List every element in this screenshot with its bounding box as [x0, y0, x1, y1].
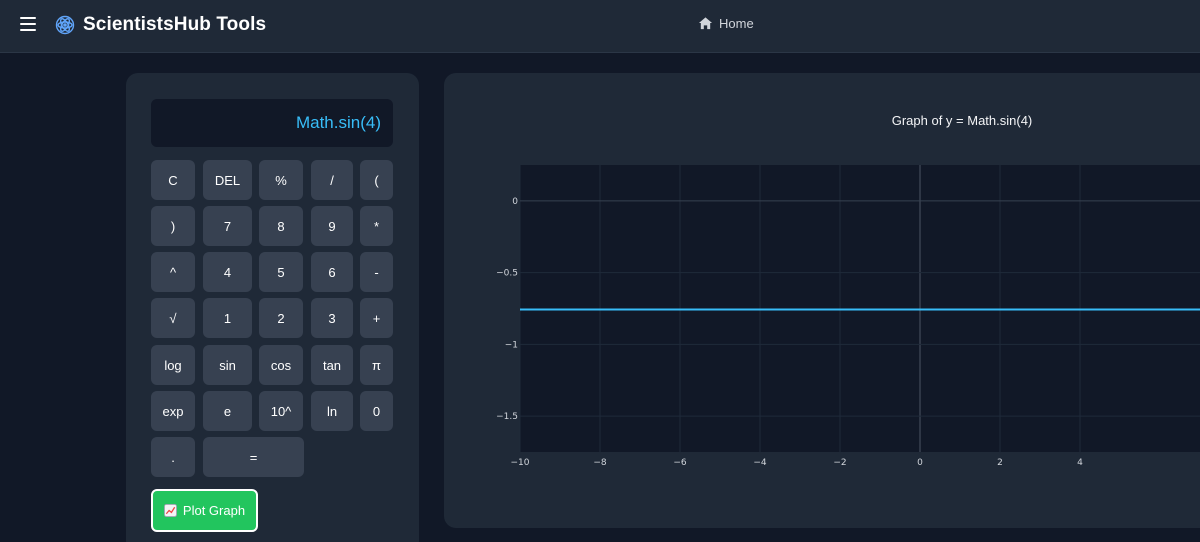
calculator-panel: Math.sin(4) C DEL % / ( ) 7 8 9 * ^ 4 5 …	[126, 73, 419, 542]
plot-graph-button[interactable]: Plot Graph	[151, 489, 258, 532]
key-divide[interactable]: /	[311, 160, 353, 200]
nav-home-label: Home	[719, 16, 754, 31]
key-subtract[interactable]: -	[360, 252, 393, 292]
key-3[interactable]: 3	[311, 298, 353, 338]
key-ln[interactable]: ln	[311, 391, 353, 431]
key-7[interactable]: 7	[203, 206, 252, 246]
key-1[interactable]: 1	[203, 298, 252, 338]
x-tick-label: 0	[917, 458, 923, 468]
key-decimal[interactable]: .	[151, 437, 195, 477]
key-log[interactable]: log	[151, 345, 195, 385]
graph-title: Graph of y = Math.sin(4)	[891, 113, 1033, 128]
x-tick-label: −2	[833, 458, 846, 468]
key-clear[interactable]: C	[151, 160, 195, 200]
y-tick-label: −0.5	[496, 269, 518, 279]
key-e[interactable]: e	[203, 391, 252, 431]
brand[interactable]: ScientistsHub Tools	[55, 14, 266, 36]
atom-icon	[55, 15, 75, 35]
x-tick-label: 4	[1077, 458, 1083, 468]
key-tan[interactable]: tan	[311, 345, 353, 385]
key-open-paren[interactable]: (	[360, 160, 393, 200]
key-2[interactable]: 2	[259, 298, 303, 338]
y-tick-label: −1.5	[496, 412, 518, 422]
key-pi[interactable]: π	[360, 345, 393, 385]
top-bar: ScientistsHub Tools Home	[0, 0, 1200, 53]
key-percent[interactable]: %	[259, 160, 303, 200]
home-icon	[698, 17, 713, 30]
x-tick-label: −4	[753, 458, 767, 468]
key-exp[interactable]: exp	[151, 391, 195, 431]
key-8[interactable]: 8	[259, 206, 303, 246]
key-4[interactable]: 4	[203, 252, 252, 292]
key-delete[interactable]: DEL	[203, 160, 252, 200]
key-close-paren[interactable]: )	[151, 206, 195, 246]
nav-home-link[interactable]: Home	[698, 16, 754, 31]
plot-graph-label: Plot Graph	[182, 503, 246, 518]
hamburger-menu-icon[interactable]	[20, 17, 36, 33]
y-tick-label: −1	[505, 340, 518, 350]
x-tick-label: 2	[997, 458, 1003, 468]
key-power[interactable]: ^	[151, 252, 195, 292]
key-5[interactable]: 5	[259, 252, 303, 292]
brand-name: ScientistsHub Tools	[83, 14, 267, 35]
key-0[interactable]: 0	[360, 391, 393, 431]
x-tick-label: −6	[673, 458, 687, 468]
x-tick-label: −10	[511, 458, 530, 468]
chart-icon	[163, 504, 177, 517]
y-tick-label: 0	[512, 197, 518, 207]
key-add[interactable]: +	[360, 298, 393, 338]
key-ten-power[interactable]: 10^	[259, 391, 303, 431]
key-6[interactable]: 6	[311, 252, 353, 292]
x-tick-label: −8	[593, 458, 607, 468]
key-sin[interactable]: sin	[203, 345, 252, 385]
plot-area[interactable]: −10 −8 −6 −4 −2 0 2 4 0 −0.5 −1 −1.5	[444, 73, 1200, 528]
calculator-display: Math.sin(4)	[151, 99, 393, 147]
key-cos[interactable]: cos	[259, 345, 303, 385]
key-multiply[interactable]: *	[360, 206, 393, 246]
key-sqrt[interactable]: √	[151, 298, 195, 338]
key-equals[interactable]: =	[203, 437, 304, 477]
graph-panel: Graph of y = Math.sin(4) −10 −8 −6 −4 −2 0 2 4 0…	[444, 73, 1200, 528]
key-9[interactable]: 9	[311, 206, 353, 246]
